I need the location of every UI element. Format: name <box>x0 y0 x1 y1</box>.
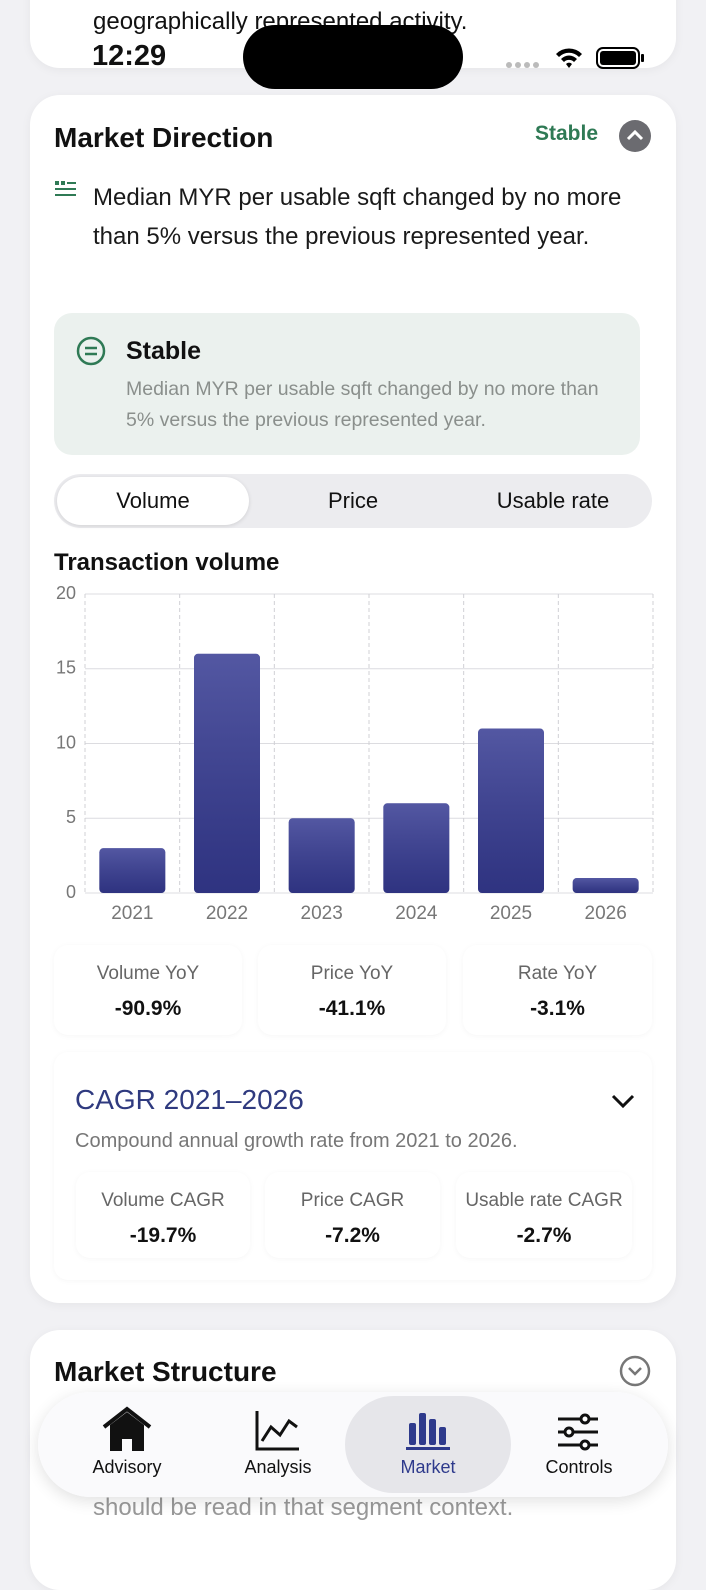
segment[interactable]: Price <box>327 488 379 513</box>
y-tick-label: 10 <box>56 732 76 752</box>
tab-label[interactable]: Analysis <box>244 1457 312 1477</box>
stat-value: -2.7% <box>516 1224 572 1247</box>
stat-card: Price CAGR -7.2% <box>265 1172 440 1258</box>
segment[interactable]: Volume <box>57 477 249 525</box>
y-tick-label: 20 <box>56 583 76 603</box>
stat-value: -41.1% <box>318 997 386 1020</box>
x-tick-label: 2023 <box>301 903 343 924</box>
bar-shade <box>572 878 639 893</box>
stat-card: Volume CAGR -19.7% <box>76 1172 250 1258</box>
y-tick-label: 15 <box>56 658 76 678</box>
section-text: should be read in that segment context. <box>93 1494 514 1521</box>
bar-shade <box>288 818 355 893</box>
stat-label: Rate YoY <box>517 963 598 984</box>
bar-shade <box>383 803 450 893</box>
status-icons <box>506 47 644 69</box>
chart-title: Transaction volume <box>54 549 280 576</box>
stat-label: Usable rate CAGR <box>465 1190 623 1211</box>
chart: 0 5 10 15 20 2021 2022 2023 2024 2025 2026 <box>56 583 654 924</box>
stat-card: Rate YoY -3.1% <box>463 945 652 1035</box>
segment[interactable]: Usable rate <box>496 488 610 513</box>
stat-value: -7.2% <box>325 1224 380 1247</box>
expand-chevron[interactable] <box>610 1092 636 1110</box>
advisory-icon <box>102 1406 152 1451</box>
tab-label[interactable]: Advisory <box>92 1457 162 1477</box>
stat-value: -19.7% <box>129 1224 197 1247</box>
x-tick-label: 2024 <box>395 903 438 924</box>
callout <box>54 313 640 455</box>
x-tick-label: 2025 <box>490 903 532 924</box>
x-tick-label: 2022 <box>206 903 248 924</box>
stat-label: Price YoY <box>310 963 394 984</box>
callout-text: Median MYR per usable sqft changed by no… <box>126 378 599 431</box>
expand-button[interactable] <box>619 1355 651 1387</box>
tab-highlight <box>345 1396 511 1493</box>
bar-shade <box>194 653 260 893</box>
stat-label: Volume YoY <box>96 963 200 984</box>
screen: geographically represented activity. 12:… <box>30 0 676 1590</box>
x-tick-label: 2021 <box>111 903 153 924</box>
tab-label[interactable]: Controls <box>545 1457 613 1477</box>
stat-value: -90.9% <box>114 997 182 1020</box>
bar-shade <box>99 848 166 893</box>
cagr-title: CAGR 2021–2026 <box>75 1084 304 1115</box>
controls-icon <box>558 1413 598 1451</box>
bar-shade <box>478 728 544 893</box>
stat-card: Price YoY -41.1% <box>258 945 446 1035</box>
x-tick-label: 2026 <box>585 903 627 924</box>
equal-icon <box>76 336 106 366</box>
summary-text: Median MYR per usable sqft changed by no… <box>93 184 622 250</box>
dynamic-island <box>243 25 463 89</box>
stat-label: Volume CAGR <box>101 1190 225 1211</box>
stat-card: Usable rate CAGR -2.7% <box>456 1172 632 1258</box>
collapse-button[interactable] <box>619 120 651 152</box>
stat-value: -3.1% <box>530 997 585 1020</box>
callout-title: Stable <box>126 337 202 365</box>
tab-label[interactable]: Market <box>400 1457 456 1477</box>
status-badge: Stable <box>535 122 599 145</box>
stat-label: Price CAGR <box>300 1190 405 1211</box>
status-time: 12:29 <box>92 40 167 72</box>
section-title: Market Structure <box>54 1356 277 1387</box>
y-tick-label: 5 <box>66 807 76 827</box>
cagr-subtitle: Compound annual growth rate from 2021 to… <box>75 1130 518 1152</box>
market-icon <box>406 1413 450 1450</box>
section-title: Market Direction <box>54 122 274 153</box>
quote-icon <box>55 181 76 196</box>
analysis-icon <box>255 1411 299 1451</box>
tab-icons <box>102 1406 598 1451</box>
stat-card: Volume YoY -90.9% <box>54 945 242 1035</box>
y-tick-label: 0 <box>66 882 76 902</box>
